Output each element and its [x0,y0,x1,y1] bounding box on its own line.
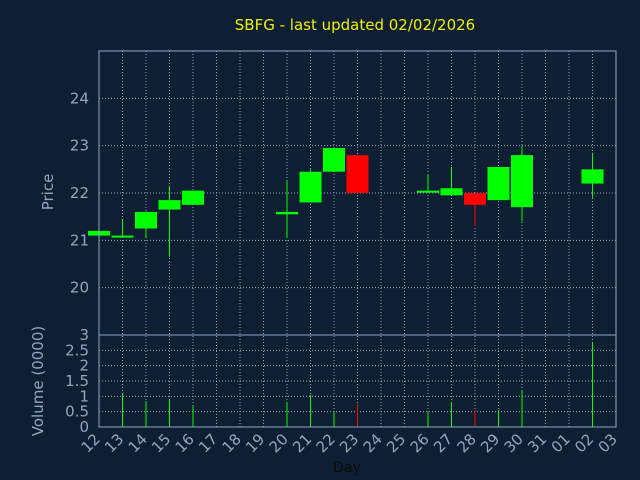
price-tick-label: 24 [70,89,89,107]
x-tick-label: 17 [195,430,221,456]
x-tick-label: 20 [266,430,292,456]
candle-body [182,190,204,205]
volume-tick-label: 0.5 [65,403,89,421]
price-tick-label: 23 [70,137,89,155]
frame-layer [98,50,617,428]
volume-tick-label: 1 [79,387,89,405]
volume-tick-label: 2.5 [65,341,89,359]
volume-tick-label: 0 [79,418,89,436]
volume-tick-label: 1.5 [65,372,89,390]
x-tick-label: 30 [501,430,527,456]
candle-body [581,169,604,184]
x-tick-label: 02 [571,430,597,456]
x-tick-label: 13 [101,430,127,456]
x-tick-label: 29 [477,430,503,456]
marks-layer [88,145,604,427]
ticks-layer: 1213141516171819202122232425262728293031… [65,89,621,456]
chart-title: SBFG - last updated 02/02/2026 [235,16,475,34]
x-tick-label: 26 [407,430,433,456]
candle-body [417,190,439,193]
candle-body [487,166,510,201]
candle-body [323,148,345,172]
x-axis-label: Day [333,460,361,476]
x-tick-label: 15 [148,430,174,456]
candle-body [464,193,486,205]
x-tick-label: 27 [430,430,456,456]
x-tick-label: 03 [595,430,621,456]
price-axis-label: Price [39,174,57,211]
x-tick-label: 19 [242,430,268,456]
volume-tick-label: 3 [79,326,89,344]
volume-axis-label: Volume (0000) [29,326,47,436]
x-tick-label: 14 [125,430,151,456]
candle-body [299,171,322,203]
x-tick-label: 31 [524,430,550,456]
grid-layer [99,51,616,427]
x-tick-label: 28 [454,430,480,456]
candle-body [111,235,134,238]
x-tick-label: 24 [360,430,386,456]
panel-frame [98,334,617,428]
x-tick-label: 21 [289,430,315,456]
candle-body [440,188,463,196]
x-tick-label: 23 [336,430,362,456]
candle-body [276,211,298,215]
candle-body [135,211,157,229]
price-tick-label: 20 [70,279,89,297]
price-tick-label: 22 [70,184,89,202]
candle-body [158,200,181,210]
x-tick-label: 22 [313,430,339,456]
price-tick-label: 21 [70,231,89,249]
volume-tick-label: 2 [79,357,89,375]
x-tick-label: 18 [219,430,245,456]
candle-body [511,155,533,208]
candle-body [346,155,369,193]
x-tick-label: 25 [383,430,409,456]
x-tick-label: 16 [172,430,198,456]
x-tick-label: 01 [548,430,574,456]
